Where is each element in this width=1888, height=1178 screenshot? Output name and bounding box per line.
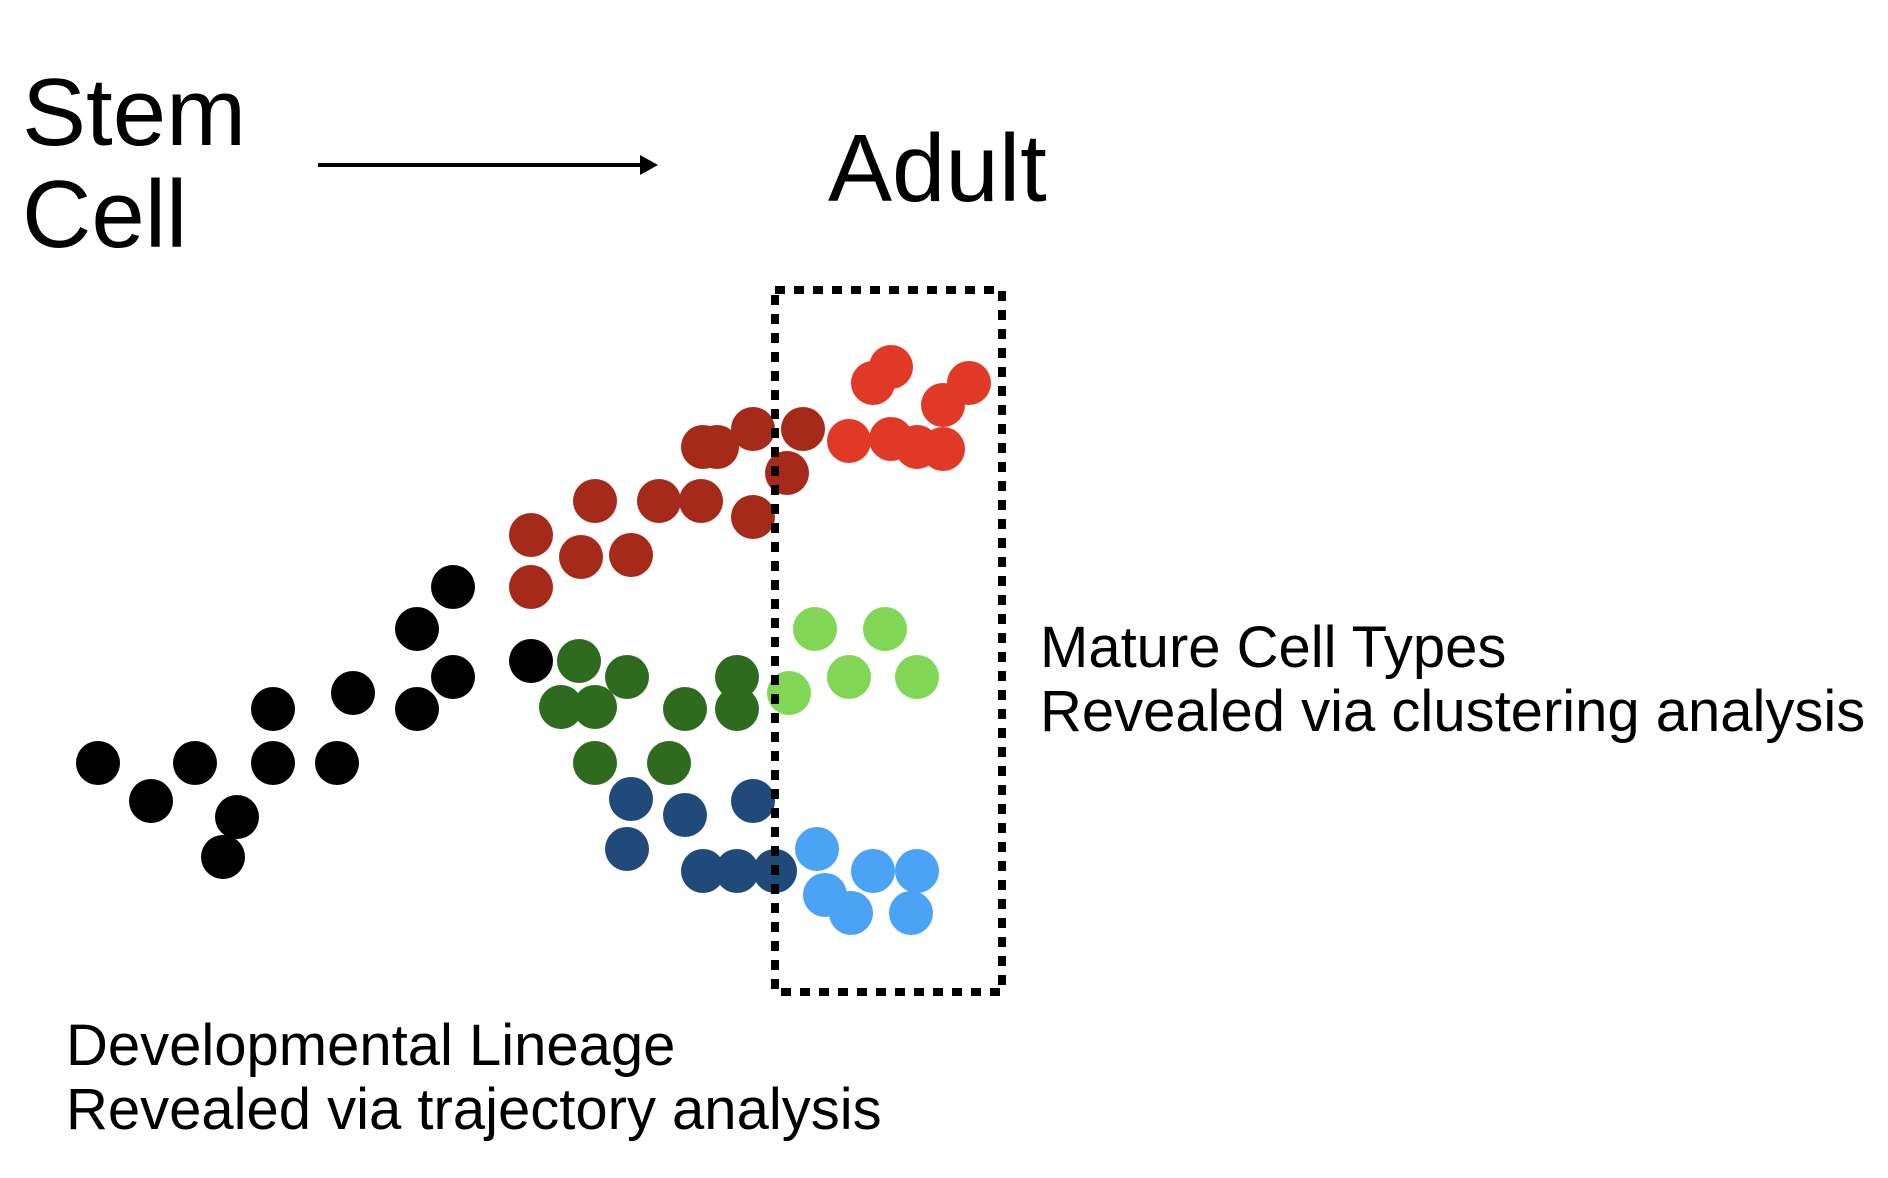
stem-cells xyxy=(76,565,553,879)
cell-dot xyxy=(215,795,259,839)
green-lineage-cells xyxy=(539,639,759,785)
cell-dot xyxy=(795,827,839,871)
cell-dot xyxy=(863,607,907,651)
cell-dot xyxy=(573,741,617,785)
cell-dot xyxy=(605,827,649,871)
stem-label-line-1: Stem xyxy=(22,59,247,166)
developmental-lineage-caption: Developmental Lineage Revealed via traje… xyxy=(66,1014,882,1142)
cell-dot xyxy=(731,495,775,539)
mature-caption-line-2: Revealed via clustering analysis xyxy=(1040,679,1866,744)
cell-dot xyxy=(605,655,649,699)
cell-dot xyxy=(895,655,939,699)
cell-dot xyxy=(731,407,775,451)
red-mature-cells xyxy=(827,345,991,471)
cell-dot xyxy=(201,835,245,879)
cell-dot xyxy=(765,451,809,495)
mature-caption-line-1: Mature Cell Types xyxy=(1040,615,1507,680)
cell-dot xyxy=(637,479,681,523)
cell-dot xyxy=(715,849,759,893)
cell-dot xyxy=(647,741,691,785)
cell-dot xyxy=(715,655,759,699)
cell-dot xyxy=(829,891,873,935)
cell-dot xyxy=(851,849,895,893)
development-arrow xyxy=(318,155,658,175)
cell-dot xyxy=(431,655,475,699)
cell-dot xyxy=(781,407,825,451)
cell-dot xyxy=(869,345,913,389)
cell-dot xyxy=(173,741,217,785)
cell-dot xyxy=(509,639,553,683)
cell-dot xyxy=(509,513,553,557)
cell-dot xyxy=(793,607,837,651)
arrow-head xyxy=(640,155,658,175)
cell-dot xyxy=(715,687,759,731)
red-lineage-cells xyxy=(509,407,825,609)
cell-dot xyxy=(609,533,653,577)
cell-dot xyxy=(681,849,725,893)
cell-dot xyxy=(559,535,603,579)
cell-dot xyxy=(679,479,723,523)
cell-dot xyxy=(573,479,617,523)
mature-cluster-dashed-box xyxy=(771,286,1006,996)
cell-dot xyxy=(557,639,601,683)
cell-dot xyxy=(129,779,173,823)
cell-dot xyxy=(947,361,991,405)
lineage-caption-line-2: Revealed via trajectory analysis xyxy=(66,1077,882,1142)
cell-dot xyxy=(395,687,439,731)
cell-dot xyxy=(431,565,475,609)
lineage-caption-line-1: Developmental Lineage xyxy=(66,1013,676,1078)
cell-dot xyxy=(76,741,120,785)
cell-dot xyxy=(663,793,707,837)
cell-dot xyxy=(315,741,359,785)
blue-mature-cells xyxy=(795,827,939,935)
cell-dot xyxy=(663,687,707,731)
mature-cell-types-caption: Mature Cell Types Revealed via clusterin… xyxy=(1040,616,1865,744)
cell-dot xyxy=(251,687,295,731)
cell-dot xyxy=(921,427,965,471)
cell-dot xyxy=(251,741,295,785)
cell-dot xyxy=(331,671,375,715)
cell-dot xyxy=(889,891,933,935)
blue-lineage-cells xyxy=(605,777,797,893)
stem-label-line-2: Cell xyxy=(22,161,188,268)
cell-dot xyxy=(695,425,739,469)
cell-dot xyxy=(827,419,871,463)
cell-dot xyxy=(539,685,583,729)
cell-dot xyxy=(731,779,775,823)
adult-label: Adult xyxy=(828,115,1047,222)
green-mature-cells xyxy=(767,607,939,715)
cell-dot xyxy=(609,777,653,821)
stem-cell-label: Stem Cell xyxy=(22,62,246,266)
cell-dot xyxy=(827,655,871,699)
cell-dot xyxy=(573,685,617,729)
cell-dot xyxy=(895,849,939,893)
cell-dot xyxy=(509,565,553,609)
cell-dot xyxy=(395,607,439,651)
